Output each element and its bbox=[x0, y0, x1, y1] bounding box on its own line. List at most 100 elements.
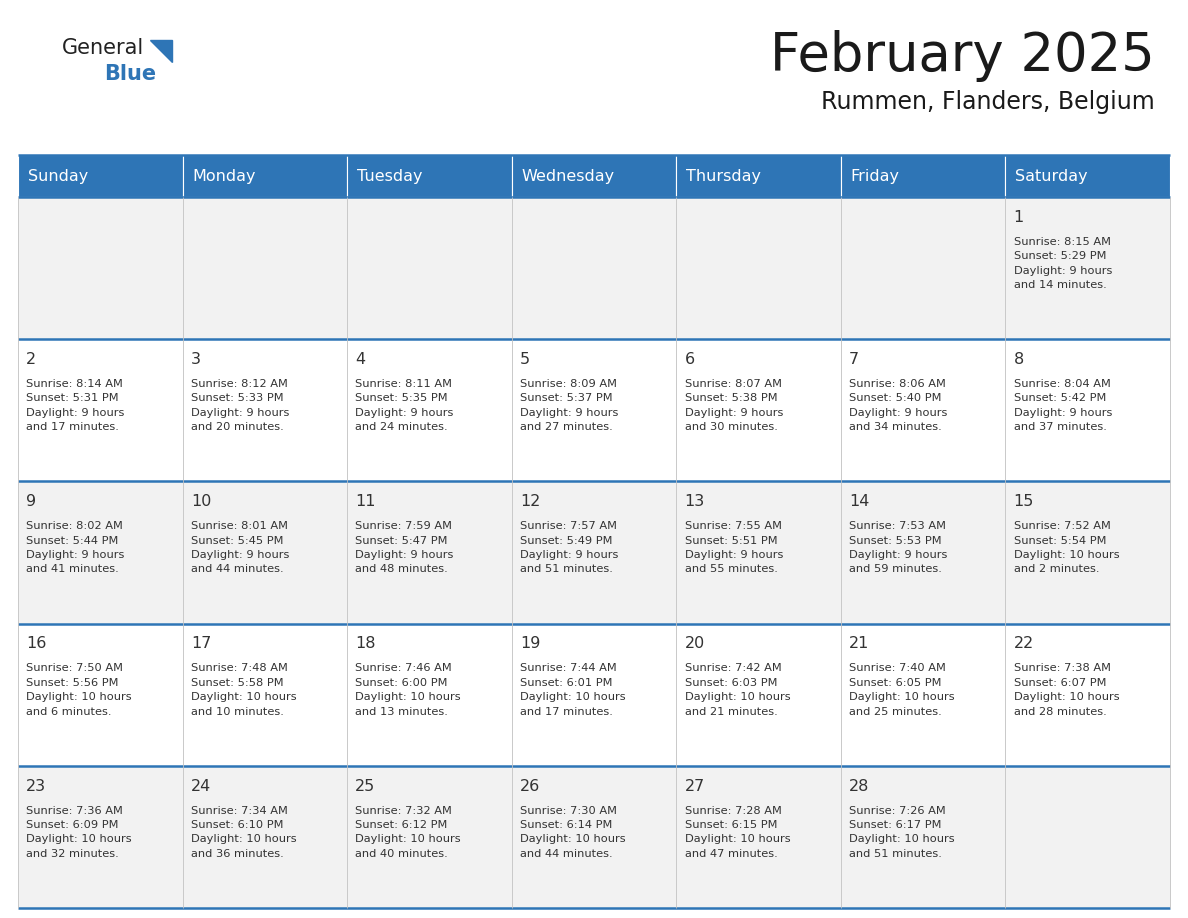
Bar bbox=[512, 197, 676, 339]
Text: Sunrise: 8:09 AM
Sunset: 5:37 PM
Daylight: 9 hours
and 27 minutes.: Sunrise: 8:09 AM Sunset: 5:37 PM Dayligh… bbox=[520, 379, 618, 432]
Text: 26: 26 bbox=[520, 778, 541, 793]
Bar bbox=[1005, 339, 1170, 481]
Text: 13: 13 bbox=[684, 494, 704, 509]
Text: Sunrise: 8:07 AM
Sunset: 5:38 PM
Daylight: 9 hours
and 30 minutes.: Sunrise: 8:07 AM Sunset: 5:38 PM Dayligh… bbox=[684, 379, 783, 432]
Bar bbox=[1005, 197, 1170, 339]
Bar bbox=[1005, 481, 1170, 623]
Bar bbox=[676, 339, 841, 481]
Text: General: General bbox=[62, 38, 144, 58]
Text: Sunrise: 7:36 AM
Sunset: 6:09 PM
Daylight: 10 hours
and 32 minutes.: Sunrise: 7:36 AM Sunset: 6:09 PM Dayligh… bbox=[26, 806, 132, 859]
Bar bbox=[841, 623, 1005, 766]
Bar bbox=[183, 766, 347, 908]
Text: 27: 27 bbox=[684, 778, 704, 793]
Bar bbox=[1005, 766, 1170, 908]
Text: Sunrise: 7:59 AM
Sunset: 5:47 PM
Daylight: 9 hours
and 48 minutes.: Sunrise: 7:59 AM Sunset: 5:47 PM Dayligh… bbox=[355, 521, 454, 575]
Text: 8: 8 bbox=[1013, 352, 1024, 367]
Bar bbox=[841, 766, 1005, 908]
Text: Sunday: Sunday bbox=[27, 169, 88, 184]
Text: 3: 3 bbox=[191, 352, 201, 367]
Bar bbox=[183, 155, 347, 197]
Text: Tuesday: Tuesday bbox=[358, 169, 423, 184]
Text: 25: 25 bbox=[355, 778, 375, 793]
Text: Sunrise: 7:52 AM
Sunset: 5:54 PM
Daylight: 10 hours
and 2 minutes.: Sunrise: 7:52 AM Sunset: 5:54 PM Dayligh… bbox=[1013, 521, 1119, 575]
Text: Sunrise: 8:04 AM
Sunset: 5:42 PM
Daylight: 9 hours
and 37 minutes.: Sunrise: 8:04 AM Sunset: 5:42 PM Dayligh… bbox=[1013, 379, 1112, 432]
Text: Sunrise: 7:53 AM
Sunset: 5:53 PM
Daylight: 9 hours
and 59 minutes.: Sunrise: 7:53 AM Sunset: 5:53 PM Dayligh… bbox=[849, 521, 948, 575]
Bar bbox=[18, 155, 183, 197]
Text: 16: 16 bbox=[26, 636, 46, 652]
Text: 7: 7 bbox=[849, 352, 859, 367]
Bar bbox=[183, 481, 347, 623]
Bar bbox=[183, 197, 347, 339]
Text: Sunrise: 7:34 AM
Sunset: 6:10 PM
Daylight: 10 hours
and 36 minutes.: Sunrise: 7:34 AM Sunset: 6:10 PM Dayligh… bbox=[191, 806, 297, 859]
Text: Blue: Blue bbox=[105, 64, 156, 84]
Text: 17: 17 bbox=[191, 636, 211, 652]
Bar bbox=[347, 623, 512, 766]
Text: 24: 24 bbox=[191, 778, 211, 793]
Text: 23: 23 bbox=[26, 778, 46, 793]
Text: 4: 4 bbox=[355, 352, 366, 367]
Text: 15: 15 bbox=[1013, 494, 1034, 509]
Bar bbox=[676, 197, 841, 339]
Polygon shape bbox=[150, 40, 172, 62]
Text: 28: 28 bbox=[849, 778, 870, 793]
Text: Saturday: Saturday bbox=[1016, 169, 1088, 184]
Bar bbox=[347, 766, 512, 908]
Text: Friday: Friday bbox=[851, 169, 899, 184]
Bar bbox=[183, 339, 347, 481]
Text: 6: 6 bbox=[684, 352, 695, 367]
Bar bbox=[841, 481, 1005, 623]
Text: 14: 14 bbox=[849, 494, 870, 509]
Text: 2: 2 bbox=[26, 352, 37, 367]
Text: 1: 1 bbox=[1013, 210, 1024, 225]
Text: Sunrise: 8:12 AM
Sunset: 5:33 PM
Daylight: 9 hours
and 20 minutes.: Sunrise: 8:12 AM Sunset: 5:33 PM Dayligh… bbox=[191, 379, 289, 432]
Bar bbox=[18, 766, 183, 908]
Text: Sunrise: 7:42 AM
Sunset: 6:03 PM
Daylight: 10 hours
and 21 minutes.: Sunrise: 7:42 AM Sunset: 6:03 PM Dayligh… bbox=[684, 664, 790, 717]
Bar bbox=[512, 766, 676, 908]
Text: Wednesday: Wednesday bbox=[522, 169, 614, 184]
Bar bbox=[512, 155, 676, 197]
Bar bbox=[1005, 623, 1170, 766]
Bar bbox=[512, 339, 676, 481]
Bar bbox=[347, 155, 512, 197]
Text: 10: 10 bbox=[191, 494, 211, 509]
Text: 5: 5 bbox=[520, 352, 530, 367]
Text: 9: 9 bbox=[26, 494, 37, 509]
Bar bbox=[676, 155, 841, 197]
Bar bbox=[18, 623, 183, 766]
Bar bbox=[1005, 155, 1170, 197]
Text: 19: 19 bbox=[520, 636, 541, 652]
Bar bbox=[512, 481, 676, 623]
Bar bbox=[841, 339, 1005, 481]
Text: 11: 11 bbox=[355, 494, 375, 509]
Text: Sunrise: 7:46 AM
Sunset: 6:00 PM
Daylight: 10 hours
and 13 minutes.: Sunrise: 7:46 AM Sunset: 6:00 PM Dayligh… bbox=[355, 664, 461, 717]
Text: February 2025: February 2025 bbox=[770, 30, 1155, 82]
Text: Sunrise: 7:40 AM
Sunset: 6:05 PM
Daylight: 10 hours
and 25 minutes.: Sunrise: 7:40 AM Sunset: 6:05 PM Dayligh… bbox=[849, 664, 955, 717]
Text: Sunrise: 7:50 AM
Sunset: 5:56 PM
Daylight: 10 hours
and 6 minutes.: Sunrise: 7:50 AM Sunset: 5:56 PM Dayligh… bbox=[26, 664, 132, 717]
Text: 20: 20 bbox=[684, 636, 704, 652]
Bar bbox=[18, 481, 183, 623]
Bar bbox=[512, 623, 676, 766]
Bar bbox=[18, 339, 183, 481]
Text: Sunrise: 7:55 AM
Sunset: 5:51 PM
Daylight: 9 hours
and 55 minutes.: Sunrise: 7:55 AM Sunset: 5:51 PM Dayligh… bbox=[684, 521, 783, 575]
Text: 22: 22 bbox=[1013, 636, 1034, 652]
Text: Sunrise: 8:01 AM
Sunset: 5:45 PM
Daylight: 9 hours
and 44 minutes.: Sunrise: 8:01 AM Sunset: 5:45 PM Dayligh… bbox=[191, 521, 289, 575]
Text: Sunrise: 7:32 AM
Sunset: 6:12 PM
Daylight: 10 hours
and 40 minutes.: Sunrise: 7:32 AM Sunset: 6:12 PM Dayligh… bbox=[355, 806, 461, 859]
Text: 18: 18 bbox=[355, 636, 375, 652]
Text: Sunrise: 7:26 AM
Sunset: 6:17 PM
Daylight: 10 hours
and 51 minutes.: Sunrise: 7:26 AM Sunset: 6:17 PM Dayligh… bbox=[849, 806, 955, 859]
Text: Sunrise: 7:30 AM
Sunset: 6:14 PM
Daylight: 10 hours
and 44 minutes.: Sunrise: 7:30 AM Sunset: 6:14 PM Dayligh… bbox=[520, 806, 626, 859]
Text: Monday: Monday bbox=[192, 169, 255, 184]
Bar bbox=[841, 197, 1005, 339]
Text: Sunrise: 8:14 AM
Sunset: 5:31 PM
Daylight: 9 hours
and 17 minutes.: Sunrise: 8:14 AM Sunset: 5:31 PM Dayligh… bbox=[26, 379, 125, 432]
Bar bbox=[841, 155, 1005, 197]
Text: Sunrise: 7:28 AM
Sunset: 6:15 PM
Daylight: 10 hours
and 47 minutes.: Sunrise: 7:28 AM Sunset: 6:15 PM Dayligh… bbox=[684, 806, 790, 859]
Bar bbox=[183, 623, 347, 766]
Text: Sunrise: 8:15 AM
Sunset: 5:29 PM
Daylight: 9 hours
and 14 minutes.: Sunrise: 8:15 AM Sunset: 5:29 PM Dayligh… bbox=[1013, 237, 1112, 290]
Text: Sunrise: 8:02 AM
Sunset: 5:44 PM
Daylight: 9 hours
and 41 minutes.: Sunrise: 8:02 AM Sunset: 5:44 PM Dayligh… bbox=[26, 521, 125, 575]
Text: Sunrise: 8:11 AM
Sunset: 5:35 PM
Daylight: 9 hours
and 24 minutes.: Sunrise: 8:11 AM Sunset: 5:35 PM Dayligh… bbox=[355, 379, 454, 432]
Bar bbox=[676, 481, 841, 623]
Bar bbox=[347, 197, 512, 339]
Bar bbox=[347, 481, 512, 623]
Text: Sunrise: 7:57 AM
Sunset: 5:49 PM
Daylight: 9 hours
and 51 minutes.: Sunrise: 7:57 AM Sunset: 5:49 PM Dayligh… bbox=[520, 521, 618, 575]
Text: 12: 12 bbox=[520, 494, 541, 509]
Bar bbox=[676, 623, 841, 766]
